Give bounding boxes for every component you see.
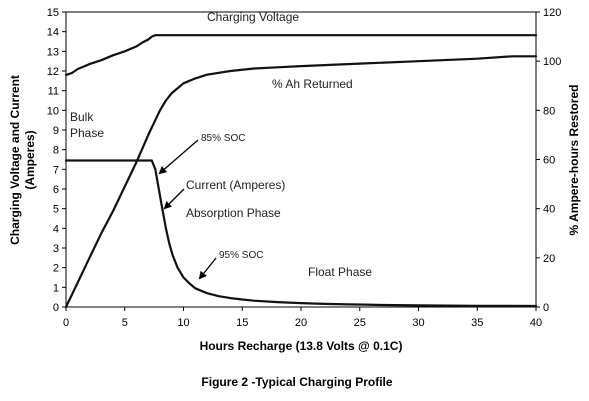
y-left-axis-title: Charging Voltage and Current xyxy=(8,75,22,245)
figure-caption: Figure 2 -Typical Charging Profile xyxy=(201,375,392,389)
x-tick-label: 30 xyxy=(412,317,424,329)
y-left-tick-label: 2 xyxy=(53,263,59,275)
y-right-axis-title: % Ampere-hours Restored xyxy=(567,85,581,236)
series-line-ah-returned xyxy=(64,55,538,309)
x-tick-label: 20 xyxy=(295,317,307,329)
y-left-tick-label: 4 xyxy=(53,223,59,235)
y-left-tick-label: 0 xyxy=(53,302,59,314)
annotation-bulk: Bulk xyxy=(70,110,94,124)
y-left-tick-label: 9 xyxy=(53,125,59,137)
y-left-tick-label: 8 xyxy=(53,145,59,157)
series-layer xyxy=(64,34,538,309)
y-right-ticks: 0 20 40 60 80 100 120 xyxy=(536,7,561,314)
annotation-float: Float Phase xyxy=(308,265,372,279)
y-left-tick-label: 10 xyxy=(47,105,59,117)
y-left-tick-label: 13 xyxy=(47,46,59,58)
y-left-tick-label: 3 xyxy=(53,243,59,255)
x-tick-label: 40 xyxy=(530,317,542,329)
y-right-tick-label: 60 xyxy=(543,155,555,167)
y-right-tick-label: 100 xyxy=(543,56,561,68)
y-right-tick-label: 20 xyxy=(543,253,555,265)
y-left-tick-label: 5 xyxy=(53,204,59,216)
y-right-tick-label: 0 xyxy=(543,302,549,314)
series-line-current-amperes xyxy=(64,159,538,308)
y-left-tick-label: 12 xyxy=(47,66,59,78)
annotation-phase: Phase xyxy=(70,126,104,140)
x-tick-label: 5 xyxy=(122,317,128,329)
annotation-absorption: Absorption Phase xyxy=(186,206,281,220)
arrow-soc95 xyxy=(198,257,217,280)
annotation-ah-returned: % Ah Returned xyxy=(272,77,353,91)
x-tick-label: 15 xyxy=(236,317,248,329)
x-axis-title: Hours Recharge (13.8 Volts @ 0.1C) xyxy=(200,339,403,353)
x-tick-label: 35 xyxy=(471,317,483,329)
annotation-soc85: 85% SOC xyxy=(201,133,245,144)
arrow-current xyxy=(163,188,185,210)
x-ticks: 0 5 10 15 20 25 30 35 40 xyxy=(63,307,542,329)
y-right-tick-label: 80 xyxy=(543,105,555,117)
y-left-tick-label: 11 xyxy=(48,86,59,98)
arrow-soc85 xyxy=(158,139,199,175)
y-left-axis-title-unit: (Amperes) xyxy=(23,130,37,189)
y-left-tick-label: 7 xyxy=(53,164,59,176)
annotation-soc95: 95% SOC xyxy=(219,250,263,261)
annotation-current: Current (Amperes) xyxy=(186,178,285,192)
y-right-tick-label: 40 xyxy=(543,204,555,216)
x-tick-label: 25 xyxy=(354,317,366,329)
annotation-charging-voltage: Charging Voltage xyxy=(207,10,299,24)
y-right-tick-label: 120 xyxy=(543,7,561,19)
series-line-charging-voltage xyxy=(64,34,538,77)
y-left-tick-label: 14 xyxy=(47,27,59,39)
y-left-tick-label: 6 xyxy=(53,184,59,196)
y-left-tick-label: 1 xyxy=(53,282,59,294)
y-left-tick-label: 15 xyxy=(47,7,59,19)
x-tick-label: 10 xyxy=(177,317,189,329)
x-tick-label: 0 xyxy=(63,317,69,329)
